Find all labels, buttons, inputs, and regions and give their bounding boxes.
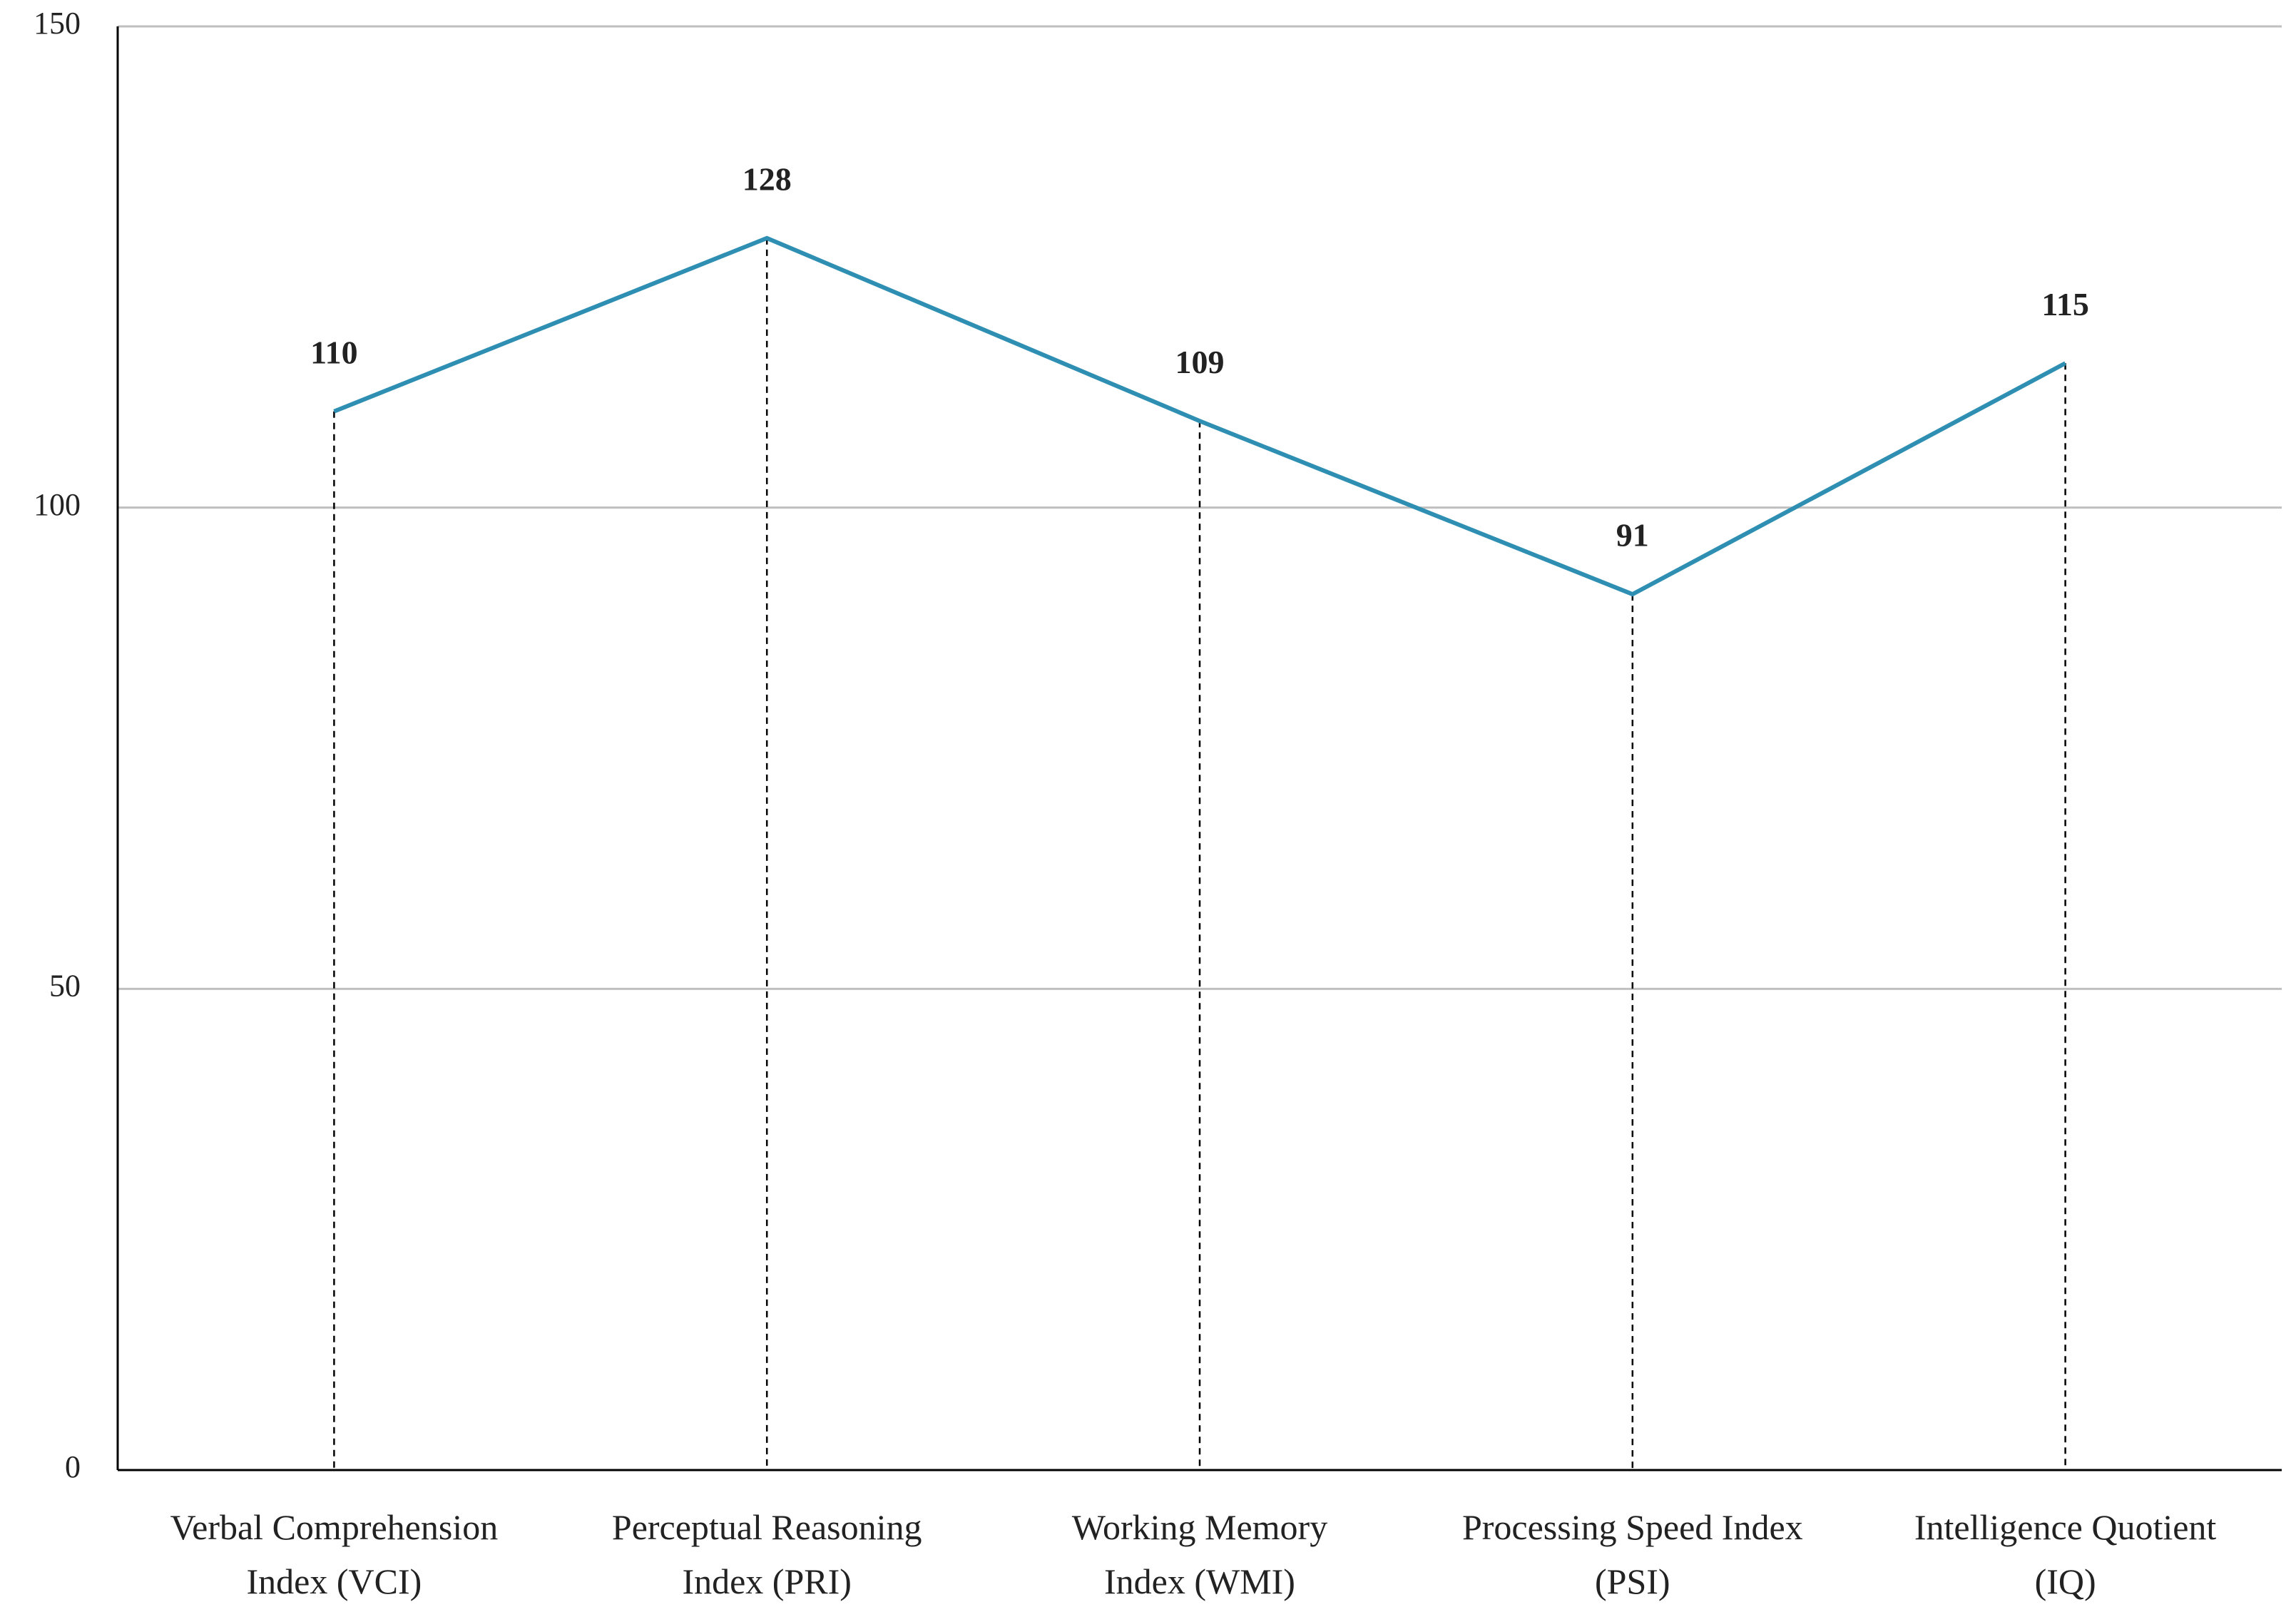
x-tick-label: Working Memory Index (WMI)	[1072, 1507, 1327, 1601]
x-tick-label-line: Working Memory	[1072, 1507, 1327, 1547]
data-line	[333, 235, 2067, 597]
y-tick-label: 150	[34, 6, 81, 41]
value-label: 110	[310, 334, 357, 370]
x-tick-label-line: Index (WMI)	[1104, 1561, 1295, 1601]
value-label: 128	[743, 160, 792, 197]
x-tick-label-line: Processing Speed Index	[1462, 1507, 1803, 1547]
x-tick-label-line: Perceptual Reasoning	[612, 1507, 922, 1547]
x-tick-label-line: (IQ)	[2035, 1561, 2096, 1601]
x-tick-label-line: Verbal Comprehension	[170, 1507, 499, 1547]
x-tick-label: Intelligence Quotient (IQ)	[1914, 1507, 2217, 1601]
x-tick-label: Processing Speed Index (PSI)	[1462, 1507, 1803, 1601]
value-label: 109	[1175, 344, 1225, 380]
x-tick-label: Verbal Comprehension Index (VCI)	[170, 1507, 499, 1601]
y-tick-label: 100	[34, 487, 81, 522]
x-tick-label-line: Intelligence Quotient	[1914, 1507, 2217, 1547]
y-tick-label: 50	[49, 968, 81, 1003]
y-tick-label: 0	[65, 1449, 81, 1484]
value-label: 91	[1616, 517, 1649, 554]
x-tick-label-line: Index (PRI)	[682, 1561, 851, 1601]
value-label: 115	[2041, 286, 2088, 322]
x-tick-label-line: Index (VCI)	[247, 1561, 422, 1601]
x-tick-label-line: (PSI)	[1595, 1561, 1670, 1601]
x-tick-label: Perceptual Reasoning Index (PRI)	[612, 1507, 922, 1601]
